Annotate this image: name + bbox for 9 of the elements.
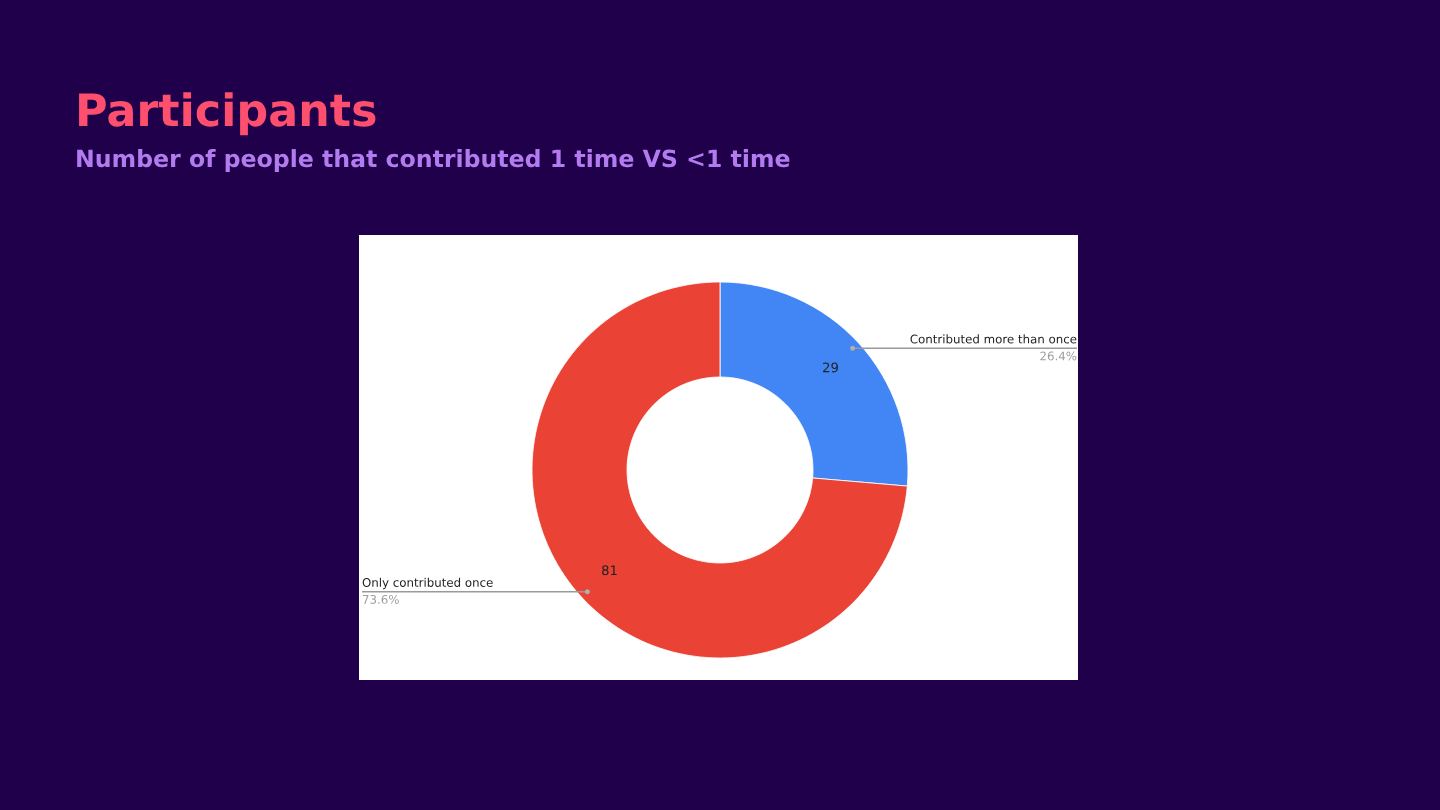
text: 73.6% [362, 594, 399, 604]
chart-title: Participants [79, 92, 376, 136]
data-label: 81 [601, 565, 617, 576]
data-label: 29 [823, 362, 838, 373]
chart-subtitle: Number of people that contributed 1 time VS <1 time [77, 149, 790, 172]
slice-label: Only contributed once [362, 577, 493, 590]
donut-slice [531, 281, 908, 659]
slice-label: Contributed more than once [910, 334, 1077, 344]
text: 26.4% [1040, 351, 1077, 361]
